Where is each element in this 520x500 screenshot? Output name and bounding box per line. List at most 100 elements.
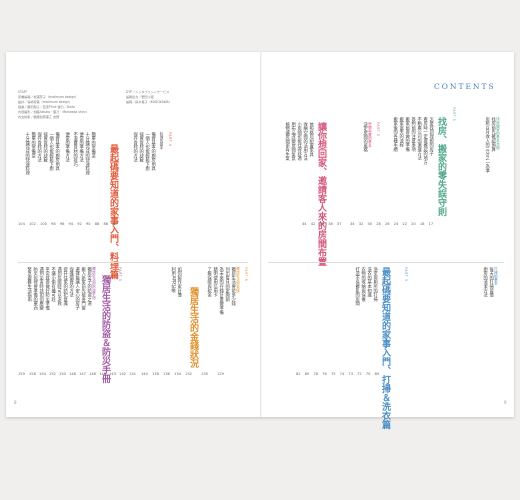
- part-label: PART 6: [244, 267, 248, 282]
- section-heading: 找房、搬家的零失誤守則: [436, 117, 446, 216]
- page-number: 37: [336, 222, 342, 226]
- list-item: 列出每月固定開銷: [224, 267, 230, 302]
- list-item: 小房間也能住得舒適: [296, 122, 302, 161]
- book-spread: STAFF 原書編輯／松浦芳子（matimum design） 設計／湯崎智美（…: [6, 52, 514, 429]
- page-numbers-part5: 159 158 154 152 150 148 147 146 144 143 …: [18, 372, 136, 376]
- page-number: 100: [40, 222, 47, 226]
- list-item: 衣物的收納與保養: [360, 267, 366, 302]
- page-number: 141: [129, 372, 137, 376]
- page-number: 98: [51, 222, 56, 226]
- list-item: 一個人也能輕鬆下廚: [144, 132, 150, 171]
- credits-staff: STAFF 原書編輯／松浦芳子（matimum design） 設計／湯崎智美（…: [18, 90, 87, 119]
- list-item: 獨居女子的防盜之道: [86, 267, 92, 306]
- section-heading: 獨居生活的金錢狀況: [188, 287, 198, 368]
- page-number: 144: [99, 372, 106, 376]
- part-label: PART 2: [376, 122, 380, 137]
- section-subtitle: 房間布置的基本: [368, 122, 373, 148]
- page-number: 69: [374, 372, 380, 376]
- section-part1: PART 1 找房、搬家的零失誤守則 找房搬家的基本流程 找房前先確認預算 房租…: [386, 107, 506, 257]
- list-item: 洗衣的基本知識: [366, 267, 372, 298]
- page-numbers-part4: 104 102 100 98 96 94 92 90 88 86 84: [18, 222, 117, 226]
- divider: [268, 262, 504, 263]
- section-part6: PART 6 獨居生活的金錢狀況 獨居生活的金錢 獨居生活要花多少錢 列出每月固…: [136, 267, 254, 397]
- page-number: 152: [49, 372, 56, 376]
- page-number: 134: [174, 372, 181, 376]
- list-item: 打造不易髒亂的房間: [354, 267, 360, 306]
- credits-production: DTP／ニッタプリントサービス 編輯協力／野田小夏 編輯／鈴木夏子（KADOKA…: [126, 90, 172, 104]
- list-item: 保護個資的方法: [68, 267, 74, 298]
- list-item: 簡單的常備菜: [90, 132, 96, 158]
- page-number: 130: [201, 372, 208, 376]
- section-heading: 最起碼要知道的家事入門、打掃＆洗衣篇: [380, 267, 390, 429]
- page-number: 28: [376, 222, 381, 226]
- list-item: 採買食材的訣竅: [138, 132, 144, 163]
- list-item: 選擇能讓人安心的房子: [74, 267, 80, 310]
- page-number: 92: [77, 222, 82, 226]
- list-item: 不讓小偷有機可趁: [50, 267, 56, 302]
- page-number: 20: [411, 222, 416, 226]
- page-number: 147: [79, 372, 86, 376]
- page-number: 148: [69, 372, 76, 376]
- part-label: PART 3: [404, 267, 408, 282]
- page-number: 136: [163, 372, 170, 376]
- page-number-left: 8: [14, 400, 17, 405]
- page-number: 70: [365, 372, 371, 376]
- list-item: 獨居生活要花多少錢: [230, 267, 236, 306]
- list-item: 收納空間的活用方法: [302, 122, 308, 161]
- page-number: 32: [358, 222, 364, 226]
- list-item: 了解保險與稅金: [206, 267, 212, 298]
- page-number: 90: [85, 222, 91, 226]
- list-item: 保存食材的方法: [36, 132, 42, 163]
- list-item: 十分鐘完成的快速料理: [84, 132, 90, 175]
- list-item: 利用APP記帳: [170, 267, 176, 293]
- page-numbers-part6: 140 138 136 134 132 130 129: [141, 372, 224, 376]
- page-number: 72: [357, 372, 362, 376]
- list-item: 廚房的清潔方法: [482, 267, 488, 298]
- section-subtitle: 打掃的基本: [494, 267, 499, 285]
- section-part5: PART 5 獨居生活的防盜＆防災手冊 獨居生活的防盜手冊 獨居女子的防盜之道 …: [18, 267, 128, 397]
- list-item: 防災包裡要準備的東西: [32, 267, 38, 310]
- list-item: 依照格局配置家具: [308, 122, 314, 157]
- list-item: 決定房間的風格: [362, 122, 368, 153]
- page-number: 18: [419, 222, 425, 226]
- list-item: 簽約前的注意事項: [410, 117, 416, 152]
- page-numbers-part2: 44 42 40 38 37: [302, 222, 342, 226]
- list-item: 遇到災害時該如何應變: [38, 267, 44, 310]
- page-number: 142: [119, 372, 127, 376]
- section-heading: 獨居生活的防盜＆防災手冊: [100, 275, 110, 383]
- list-item: 房租以月收入的三分之一為準: [484, 117, 490, 173]
- part-label: PART 1: [452, 107, 456, 122]
- section-heading: 最起碼要知道的家事入門、料理篇: [108, 144, 118, 279]
- page-number: 143: [109, 372, 116, 376]
- list-item: 便當的準備方法: [78, 132, 84, 163]
- list-item: 便當的準備方法: [64, 132, 70, 163]
- page-numbers-part3: 82 80 78 76 75 74 73 72 70 69: [296, 372, 379, 376]
- page-number: 140: [141, 372, 148, 376]
- list-item: 備齊基本的廚房用具: [54, 132, 60, 171]
- list-item: 採買食材的訣竅: [42, 132, 48, 163]
- page-number: 129: [217, 372, 224, 376]
- page-number: 150: [59, 372, 66, 376]
- list-item: 提升住家的防犯意識: [62, 267, 68, 306]
- page-numbers-part1: 34 32 30 28 26 24 22 20 18 17: [350, 222, 433, 226]
- section-part3: PART 3 最起碼要知道的家事入門、打掃＆洗衣篇 打掃的基本 每天的打掃習慣 …: [268, 267, 504, 429]
- page-number: 75: [330, 372, 336, 376]
- section-subtitle: 獨居生活的防盜手冊: [92, 267, 97, 300]
- list-item: 遇到危險時可以求救: [56, 267, 62, 306]
- list-item: 怎麼找到理想的房子: [428, 117, 434, 156]
- page-number-right: 9: [504, 400, 507, 405]
- page-number: 94: [68, 222, 74, 226]
- page-number: 80: [304, 372, 310, 376]
- list-item: 搬家後的各種手續: [392, 117, 398, 152]
- page-number: 88: [94, 222, 100, 226]
- list-item: 不動產公司的選擇方法: [416, 117, 422, 160]
- page-number: 146: [89, 372, 96, 376]
- section-heading: 讓你想回家、邀請客人來的房間布置: [316, 122, 326, 266]
- page-number: 74: [339, 372, 345, 376]
- page-number: 138: [152, 372, 159, 376]
- page-number: 84: [112, 222, 117, 226]
- page-number: 42: [310, 222, 316, 226]
- list-item: 搬入新家前先檢查門窗: [80, 267, 86, 310]
- page-number: 22: [402, 222, 407, 226]
- page-number: 86: [103, 222, 109, 226]
